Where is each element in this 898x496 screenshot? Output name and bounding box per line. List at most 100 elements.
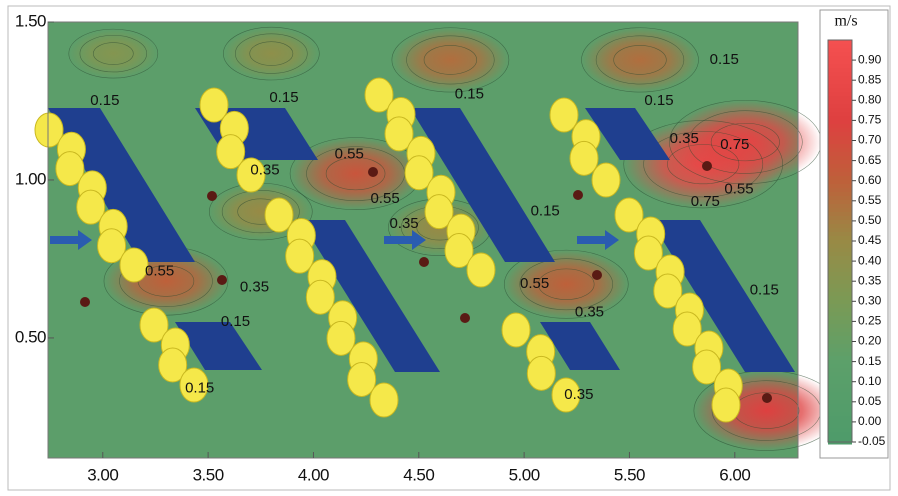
colorbar-swatch <box>828 292 852 297</box>
colorbar-swatch <box>828 60 852 65</box>
colorbar-tick-label: 0.55 <box>858 193 882 207</box>
y-tick-label: 1.00 <box>15 169 46 188</box>
colorbar-tick-label: 0.30 <box>858 293 882 307</box>
colorbar-tick-label: 0.40 <box>858 253 882 267</box>
colorbar-swatch <box>828 72 852 77</box>
contour-label: 0.35 <box>389 215 418 232</box>
probe-point <box>217 275 227 285</box>
colorbar-swatch <box>828 264 852 269</box>
plant <box>120 248 148 282</box>
colorbar-tick-label: -0.05 <box>858 434 886 448</box>
x-tick-label: 4.00 <box>298 465 329 484</box>
x-tick-label: 4.50 <box>403 465 434 484</box>
colorbar-swatch <box>828 352 852 357</box>
colorbar-swatch <box>828 320 852 325</box>
colorbar-swatch <box>828 124 852 129</box>
colorbar-tick-label: 0.25 <box>858 314 882 328</box>
colorbar-swatch <box>828 208 852 213</box>
colorbar-swatch <box>828 140 852 145</box>
colorbar-swatch <box>828 404 852 409</box>
colorbar-tick-label: 0.90 <box>858 52 882 66</box>
plant <box>550 98 578 132</box>
colorbar-swatch <box>828 76 852 81</box>
colorbar-swatch <box>828 280 852 285</box>
colorbar-swatch <box>828 248 852 253</box>
colorbar-swatch <box>828 272 852 277</box>
colorbar-tick-label: 0.75 <box>858 113 882 127</box>
colorbar-swatch <box>828 52 852 57</box>
colorbar-swatch <box>828 212 852 217</box>
contour-label: 0.35 <box>240 278 269 295</box>
colorbar-swatch <box>828 160 852 165</box>
probe-point <box>207 191 217 201</box>
colorbar-swatch <box>828 324 852 329</box>
probe-point <box>460 313 470 323</box>
probe-point <box>419 257 429 267</box>
colorbar-tick-label: 0.20 <box>858 334 882 348</box>
colorbar-tick-label: 0.50 <box>858 213 882 227</box>
colorbar-swatch <box>828 92 852 97</box>
colorbar-swatch <box>828 204 852 209</box>
colorbar-swatch <box>828 164 852 169</box>
colorbar-swatch <box>828 424 852 429</box>
colorbar-swatch <box>828 348 852 353</box>
contour-label: 0.55 <box>145 263 174 280</box>
colorbar-swatch <box>828 152 852 157</box>
hotspot <box>581 28 698 92</box>
colorbar-swatch <box>828 128 852 133</box>
colorbar-swatch <box>828 148 852 153</box>
colorbar-swatch <box>828 180 852 185</box>
colorbar-swatch <box>828 412 852 417</box>
contour-label: 0.15 <box>90 92 119 109</box>
colorbar-swatch <box>828 156 852 161</box>
colorbar-swatch <box>828 368 852 373</box>
colorbar-swatch <box>828 120 852 125</box>
plant <box>592 163 620 197</box>
colorbar-tick-label: 0.70 <box>858 133 882 147</box>
probe-point <box>762 393 772 403</box>
colorbar-swatch <box>828 192 852 197</box>
colorbar-swatch <box>828 360 852 365</box>
colorbar-swatch <box>828 428 852 433</box>
y-tick-label: 1.50 <box>15 11 46 30</box>
contour-label: 0.55 <box>370 190 399 207</box>
colorbar-tick-label: 0.80 <box>858 92 882 106</box>
colorbar-swatch <box>828 172 852 177</box>
contour-label: 0.15 <box>221 313 250 330</box>
contour-label: 0.55 <box>335 146 364 163</box>
contour-label: 0.75 <box>720 136 749 153</box>
contour-label: 0.55 <box>520 275 549 292</box>
colorbar-swatch <box>828 136 852 141</box>
colorbar-tick-label: 0.45 <box>858 233 882 247</box>
colorbar-swatch <box>828 116 852 121</box>
colorbar-swatch <box>828 144 852 149</box>
colorbar-swatch <box>828 328 852 333</box>
chart: 0.15 0.15 0.35 0.55 0.55 0.35 0.15 0.15 0.55 0.55… <box>0 0 898 496</box>
colorbar-swatch <box>828 376 852 381</box>
colorbar-tick-label: 0.10 <box>858 374 882 388</box>
colorbar-swatch <box>828 392 852 397</box>
colorbar-swatch <box>828 256 852 261</box>
contour-label: 0.15 <box>531 203 560 220</box>
probe-point <box>80 297 90 307</box>
contour-label: 0.15 <box>269 89 298 106</box>
probe-point <box>702 161 712 171</box>
hotspot <box>223 27 319 80</box>
colorbar-swatch <box>828 232 852 237</box>
colorbar-swatch <box>828 112 852 117</box>
colorbar-swatch <box>828 332 852 337</box>
colorbar-swatch <box>828 84 852 89</box>
colorbar-swatch <box>828 408 852 413</box>
colorbar-swatch <box>828 80 852 85</box>
colorbar-tick-label: 0.65 <box>858 153 882 167</box>
probe-point <box>368 167 378 177</box>
colorbar-swatch <box>828 276 852 281</box>
plant <box>527 356 555 390</box>
x-tick-label: 3.00 <box>87 465 118 484</box>
colorbar-swatch <box>828 216 852 221</box>
colorbar-swatch <box>828 240 852 245</box>
colorbar-swatch <box>828 220 852 225</box>
colorbar-swatch <box>828 40 852 45</box>
contour-label: 0.35 <box>575 304 604 321</box>
contour-label: 0.35 <box>250 161 279 178</box>
